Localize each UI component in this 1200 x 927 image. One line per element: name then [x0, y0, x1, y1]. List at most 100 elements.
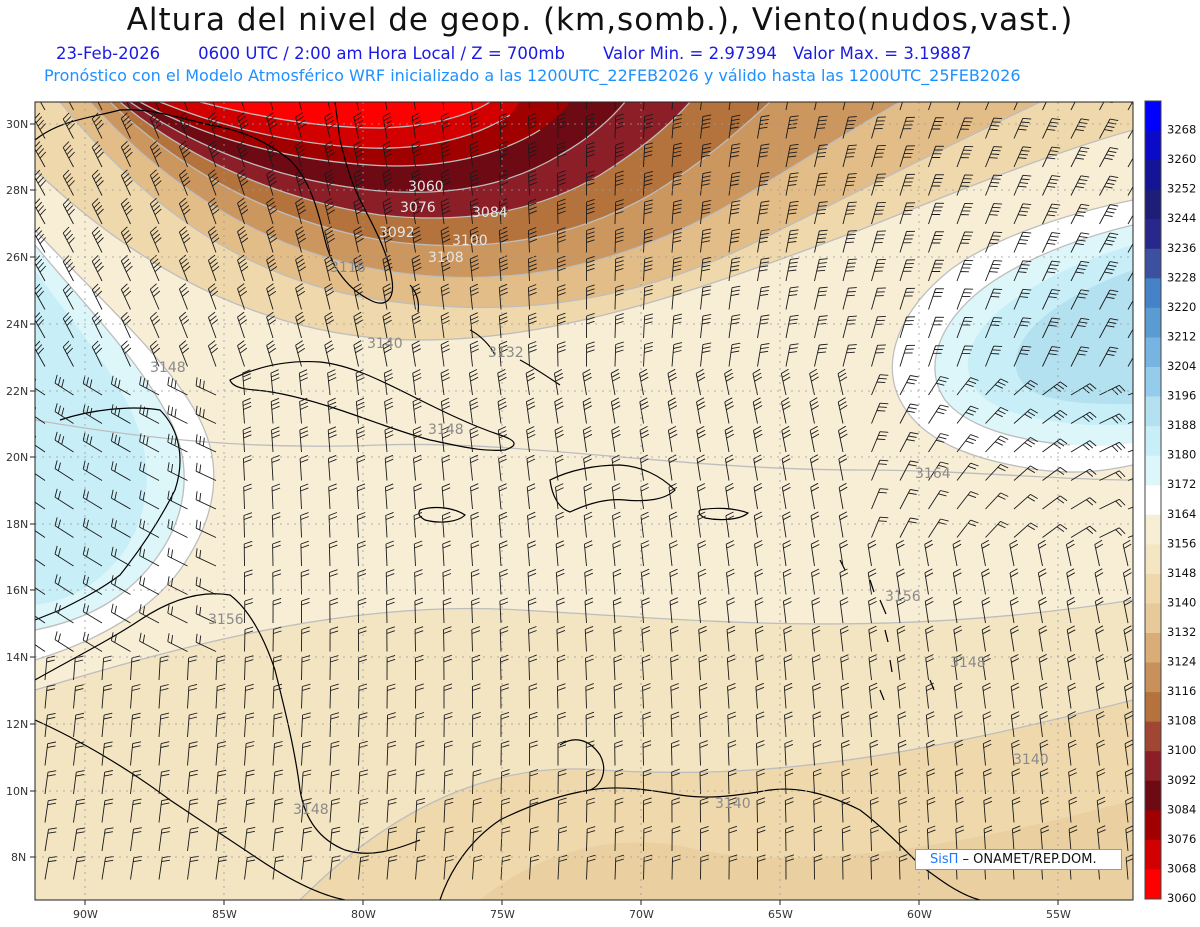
wind-barb [953, 682, 963, 709]
wind-barb [195, 491, 217, 510]
wind-barb [272, 826, 284, 852]
wind-barb [1070, 525, 1097, 538]
wind-barb [167, 633, 188, 652]
wind-barb [953, 597, 962, 624]
wind-barb [868, 625, 878, 652]
wind-barb [178, 226, 191, 253]
contour-label-3140-south: 3140 [715, 796, 751, 812]
wind-barb [270, 397, 280, 424]
wind-barb [35, 435, 46, 453]
wind-barb [785, 286, 799, 310]
wind-barb [700, 825, 709, 852]
wind-barb [443, 683, 453, 709]
lon-label: 90W [73, 908, 98, 921]
wind-barb [244, 569, 253, 595]
wind-barb [956, 117, 974, 139]
wind-barb [553, 369, 564, 396]
wind-barb [442, 597, 452, 624]
wind-barb [384, 483, 394, 510]
wind-barb [35, 141, 47, 168]
wind-barb [358, 712, 368, 738]
wind-barb [757, 343, 770, 367]
wind-barb [324, 226, 335, 253]
wind-barb [1042, 410, 1068, 424]
wind-barb [101, 712, 113, 738]
wind-barb [500, 769, 510, 795]
wind-barb [120, 169, 133, 196]
wind-barb [752, 397, 763, 424]
colorbar-label: 3204 [1167, 359, 1196, 373]
wind-barb [411, 169, 422, 196]
wind-barb [472, 797, 482, 823]
lat-label: 28N [6, 184, 28, 197]
wind-barb [499, 626, 509, 652]
wind-barb [498, 169, 509, 196]
wind-barb [899, 489, 919, 510]
wind-barb [35, 615, 46, 624]
wind-barb [755, 682, 765, 709]
wind-barb [167, 462, 188, 481]
wind-barb [557, 255, 566, 282]
colorbar-swatch [1145, 839, 1161, 870]
colorbar-label: 3068 [1167, 861, 1196, 875]
wind-barb [266, 340, 277, 367]
wind-barb [612, 568, 622, 595]
colorbar-label: 3212 [1167, 329, 1196, 343]
wind-barb [668, 483, 678, 510]
wind-barb [272, 569, 282, 595]
wind-barb [73, 712, 85, 738]
wind-barb [643, 199, 654, 225]
wind-barb [324, 197, 335, 225]
wind-barb [728, 228, 741, 253]
wind-barb [1122, 568, 1132, 595]
wind-barb [35, 587, 46, 595]
wind-barb [728, 171, 741, 196]
wind-barb [1038, 682, 1048, 709]
wind-barb [242, 426, 252, 453]
wind-barb [527, 540, 536, 567]
wind-barb [329, 769, 340, 795]
wind-barb [497, 368, 507, 396]
wind-barb [244, 798, 255, 823]
wind-barb [1037, 568, 1047, 595]
wind-barb [699, 711, 708, 738]
wind-barb [557, 227, 566, 253]
wind-barb [44, 741, 56, 766]
wind-barb [956, 202, 974, 225]
wind-barb [700, 285, 712, 310]
wind-barb [613, 711, 623, 738]
wind-barb [207, 226, 220, 253]
wind-barb [526, 454, 536, 481]
wind-barb [91, 283, 103, 310]
wind-barb [110, 489, 131, 510]
wind-barb [527, 113, 537, 139]
wind-barb [586, 227, 595, 253]
wind-barb [215, 769, 227, 795]
wind-barb [295, 140, 307, 168]
wind-barb [498, 255, 509, 282]
wind-barb [842, 287, 857, 310]
wind-barb [1013, 231, 1032, 253]
wind-barb [149, 197, 162, 225]
wind-barb [785, 229, 799, 253]
wind-barb [528, 654, 538, 681]
wind-barb [613, 683, 623, 709]
wind-barb [130, 769, 142, 795]
wind-barb [928, 145, 945, 168]
wind-barb [643, 227, 654, 253]
wind-barb [1070, 468, 1097, 481]
wind-barb [897, 682, 906, 709]
wind-barb [385, 511, 394, 538]
wind-barb [35, 255, 47, 282]
wind-barb [414, 654, 424, 681]
wind-barb [328, 540, 338, 567]
wind-barb [414, 597, 424, 624]
colorbar-label: 3244 [1167, 211, 1196, 225]
wind-barb [985, 203, 1003, 225]
lat-label: 12N [6, 718, 28, 731]
wind-barb [237, 140, 249, 168]
wind-barb [667, 368, 677, 396]
wind-barb [868, 654, 878, 681]
colorbar-swatch [1145, 721, 1161, 752]
wind-barb [244, 826, 256, 852]
